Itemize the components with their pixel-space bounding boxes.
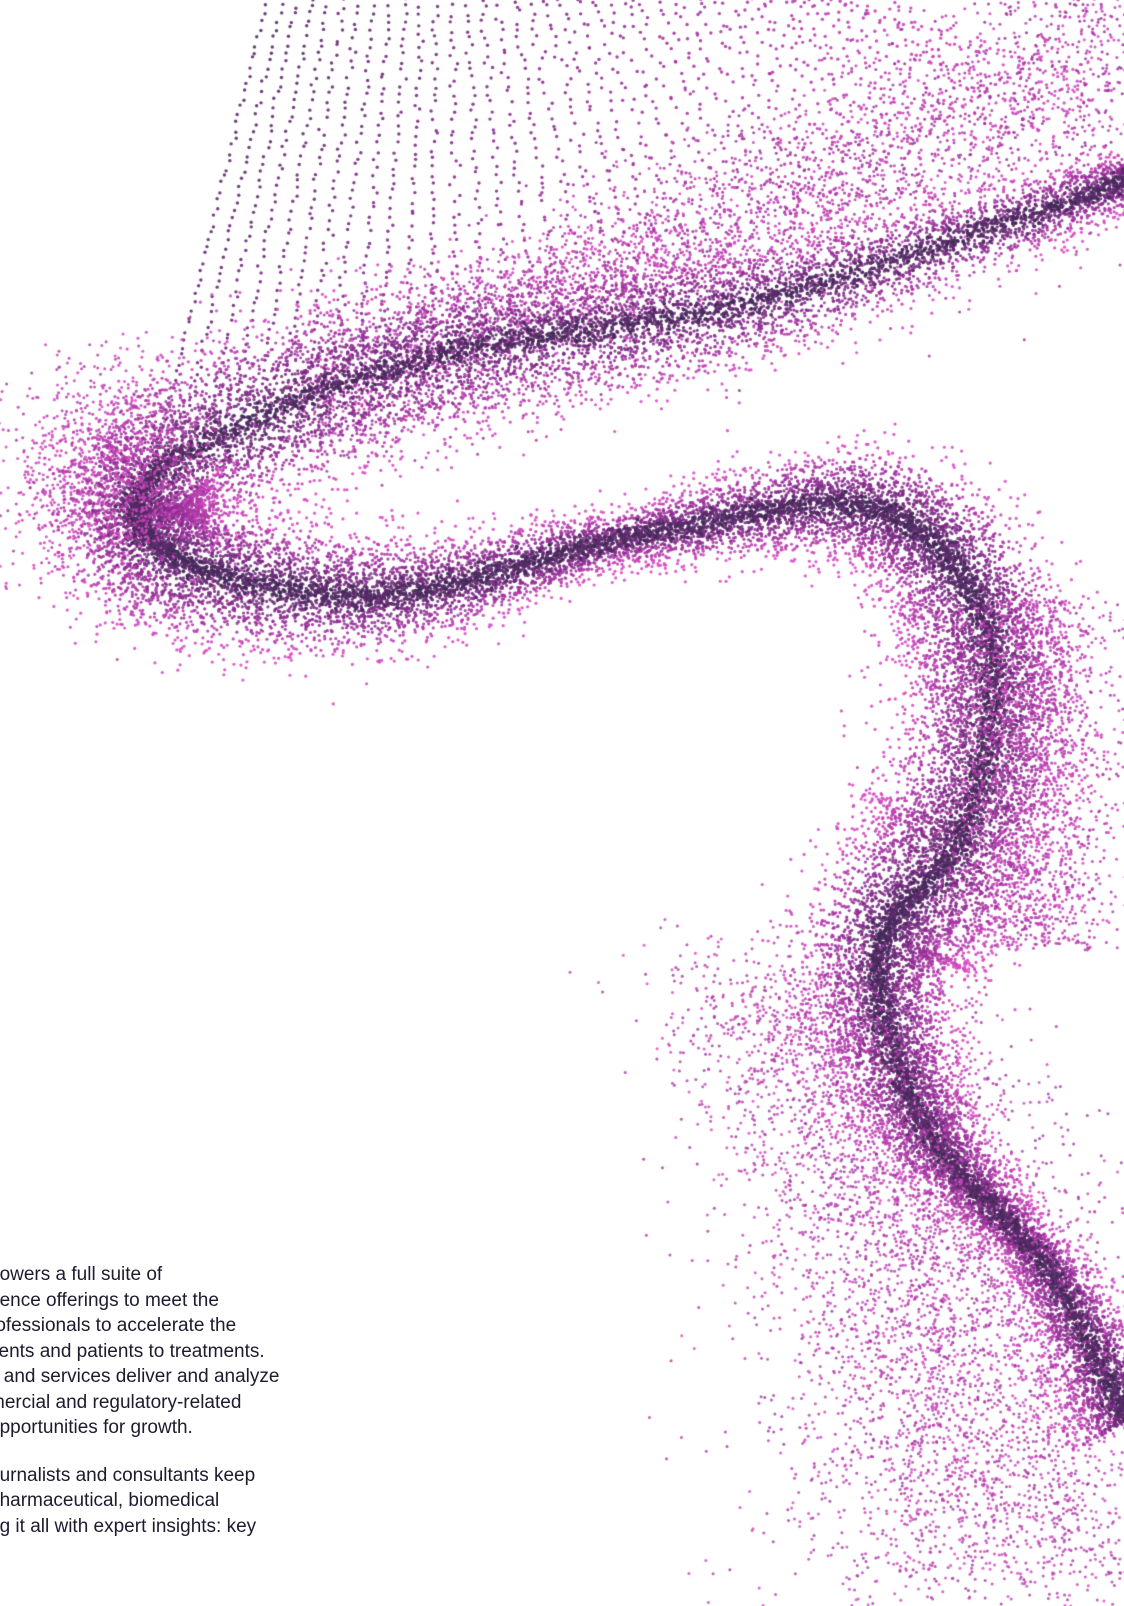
paragraph-1-line: gence offerings to meet the [0, 1289, 219, 1311]
paragraph-1: powers a full suite of gence offerings t… [0, 1262, 419, 1441]
paragraph-2: ournalists and consultants keep pharmace… [0, 1463, 419, 1540]
paragraph-1-line: mercial and regulatory-related [0, 1391, 242, 1413]
paragraph-1-line: tients and patients to treatments. [0, 1340, 265, 1362]
paragraph-1-line: powers a full suite of [0, 1264, 163, 1285]
paragraph-2-line: ournalists and consultants keep [0, 1464, 256, 1486]
body-text: powers a full suite of gence offerings t… [0, 1262, 419, 1539]
paragraph-1-line: rofessionals to accelerate the [0, 1315, 237, 1336]
paragraph-2-line: ng it all with expert insights: key [0, 1515, 257, 1537]
paragraph-1-line: opportunities for growth. [0, 1417, 193, 1438]
paragraph-2-line: pharmaceutical, biomedical [0, 1490, 220, 1511]
paragraph-1-line: s and services deliver and analyze [0, 1366, 280, 1387]
